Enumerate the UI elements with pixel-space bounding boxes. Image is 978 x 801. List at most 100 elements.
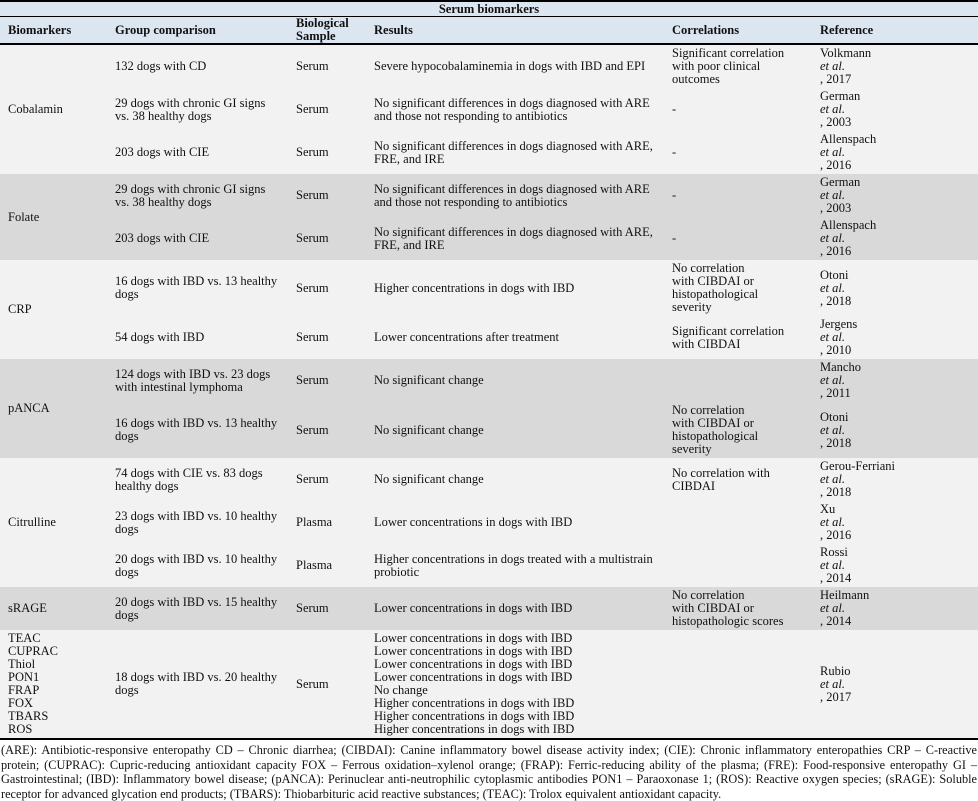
band-rows: 124 dogs with IBD vs. 23 dogs with intes… [113,359,978,458]
reference-cell: Otoni et al. , 2018 [820,409,852,450]
group-comparison-cell: 203 dogs with CIE [115,145,210,159]
correlations-cell [666,630,814,738]
reference-cell: Xu et al., 2016 [820,502,852,542]
column-header-correlations: Correlations [672,22,740,37]
biomarker-label: sRAGE [8,601,47,615]
correlations-cell: - [672,145,677,159]
sample-cell: Serum [296,373,329,387]
results-cell: No significant differences in dogs diagn… [374,138,653,166]
biomarker-label: TEAC [8,631,41,645]
results-cell: Lower concentrations after treatment [374,330,559,344]
correlations-cell: No correlation with CIBDAI or histopatho… [672,403,759,456]
group-comparison-cell: 124 dogs with IBD vs. 23 dogs with intes… [115,366,271,394]
reference-cell: German et al., 2003 [820,89,861,129]
biomarker-cell: CRP [0,260,113,359]
sample-cell: Serum [296,422,329,437]
results-cell: Higher concentrations in dogs with IBD [374,280,575,295]
abbreviations-footnote: (ARE): Antibiotic-responsive enteropathy… [1,743,977,801]
results-cell: Lower concentrations in dogs with IBD [374,515,573,529]
group-comparison-cell: 29 dogs with chronic GI signs vs. 38 hea… [115,95,266,123]
biomarker-band: Cobalamin 132 dogs with CD Serum Severe hyp… [0,45,978,174]
column-header-group-comparison: Group comparison [115,22,216,37]
group-comparison-cell: 203 dogs with CIE [115,231,210,245]
result-line: Lower concentrations in dogs with IBD [374,644,573,658]
results-cell: No significant differences in dogs diagn… [374,181,650,209]
biomarker-cell: Cobalamin [0,45,113,174]
reference-cell: Otoni et al. , 2018 [820,267,852,308]
biomarker-label: Thiol [8,657,36,671]
table-row: 20 dogs with IBD vs. 10 healthy dogs Plas… [113,544,978,587]
reference-cell: Rossi et al., 2014 [820,545,852,585]
table-row: 124 dogs with IBD vs. 23 dogs with intes… [113,359,978,402]
sample-cell: Serum [296,330,329,344]
results-cell: No significant change [374,373,484,387]
table-row: 18 dogs with IBD vs. 20 healthy dogs Seru… [113,630,978,738]
band-rows: 132 dogs with CD Serum Severe hypocobalami… [113,45,978,174]
table-row: 29 dogs with chronic GI signs vs. 38 hea… [113,174,978,217]
result-line: Lower concentrations in dogs with IBD [374,631,573,645]
result-line: Higher concentrations in dogs with IBD [374,722,575,736]
group-comparison-cell: 132 dogs with CD [115,59,207,73]
table-row: 16 dogs with IBD vs. 13 healthy dogs Seru… [113,260,978,316]
reference-cell: Jergens et al., 2010 [820,317,858,357]
biomarker-label: Folate [8,209,40,224]
group-comparison-cell: 18 dogs with IBD vs. 20 healthy dogs [115,670,278,697]
table-title: Serum biomarkers [0,2,978,17]
results-cell: No significant change [374,472,484,486]
column-header-biological-sample: Biological Sample [296,16,349,43]
biomarker-band: Citrulline 74 dogs with CIE vs. 83 dogs h… [0,458,978,587]
result-line: Lower concentrations in dogs with IBD [374,657,573,671]
correlations-cell [666,501,814,544]
results-cell: Lower concentrations in dogs with IBD [374,601,573,615]
correlations-cell: No correlation with CIBDAI or histopatho… [672,261,759,314]
biomarker-band: Folate 29 dogs with chronic GI signs vs. … [0,174,978,260]
sample-cell: Serum [296,188,329,202]
biomarker-cell: Folate [0,174,113,260]
table-body: Cobalamin 132 dogs with CD Serum Severe hyp… [0,45,978,738]
result-line: No change [374,683,428,697]
biomarker-cell: Citrulline [0,458,113,587]
table-row: 23 dogs with IBD vs. 10 healthy dogs Plas… [113,501,978,544]
biomarker-band: sRAGE 20 dogs with IBD vs. 15 healthy dog… [0,587,978,630]
correlations-cell: - [672,188,677,202]
column-header-reference: Reference [820,22,874,37]
sample-cell: Serum [296,676,329,691]
biomarker-cell: sRAGE [0,587,113,630]
table-row: 20 dogs with IBD vs. 15 healthy dogs Seru… [113,587,978,630]
reference-cell: Gerou-Ferriani et al., 2018 [820,459,895,499]
table-header-row: Biomarkers Group comparison Biological S… [0,17,978,45]
results-cell: No significant differences in dogs diagn… [374,224,653,252]
column-header-biomarkers: Biomarkers [8,22,72,37]
reference-cell: Allenspach et al., 2016 [820,218,877,258]
biomarker-label: pANCA [8,401,50,415]
sample-cell: Serum [296,59,329,73]
group-comparison-cell: 74 dogs with CIE vs. 83 dogs healthy dog… [115,465,263,493]
biomarker-label: ROS [8,722,33,736]
results-cell: Higher concentrations in dogs treated wi… [374,551,653,579]
column-header-results: Results [374,22,413,37]
correlations-cell: No correlation with CIBDAI or histopatho… [672,588,784,628]
sample-cell: Serum [296,102,329,116]
result-line: Higher concentrations in dogs with IBD [374,709,575,723]
sample-cell: Plasma [296,558,333,572]
correlations-cell: No correlation with CIBDAI [672,465,770,493]
biomarker-band: CRP 16 dogs with IBD vs. 13 healthy dogs S… [0,260,978,359]
correlations-cell: Significant correlation with poor clinic… [672,46,785,86]
band-rows: 74 dogs with CIE vs. 83 dogs healthy dog… [113,458,978,587]
biomarker-label: PON1 [8,670,40,684]
reference-cell: Rubio et al., 2017 [820,663,852,704]
results-cell: Severe hypocobalaminemia in dogs with IB… [374,59,646,73]
result-line: Lower concentrations in dogs with IBD [374,670,573,684]
biomarker-label: Cobalamin [8,102,63,116]
correlations-cell: - [672,102,677,116]
table-row: 54 dogs with IBD Serum Lower concentration… [113,316,978,359]
band-rows: 18 dogs with IBD vs. 20 healthy dogs Seru… [113,630,978,738]
results-cell: No significant differences in dogs diagn… [374,95,650,123]
table-row: 16 dogs with IBD vs. 13 healthy dogs Seru… [113,402,978,458]
table-row: 203 dogs with CIE Serum No significant dif… [113,217,978,260]
biomarker-band: TEAC CUPRAC Thiol PON1 FRAP FOX TBARS ROS 18 dog… [0,630,978,738]
correlations-cell: Significant correlation with CIBDAI [672,323,785,351]
group-comparison-cell: 16 dogs with IBD vs. 13 healthy dogs [115,274,278,301]
correlations-cell [666,544,814,587]
results-cell: Lower concentrations in dogs with IBD Low… [368,630,666,738]
